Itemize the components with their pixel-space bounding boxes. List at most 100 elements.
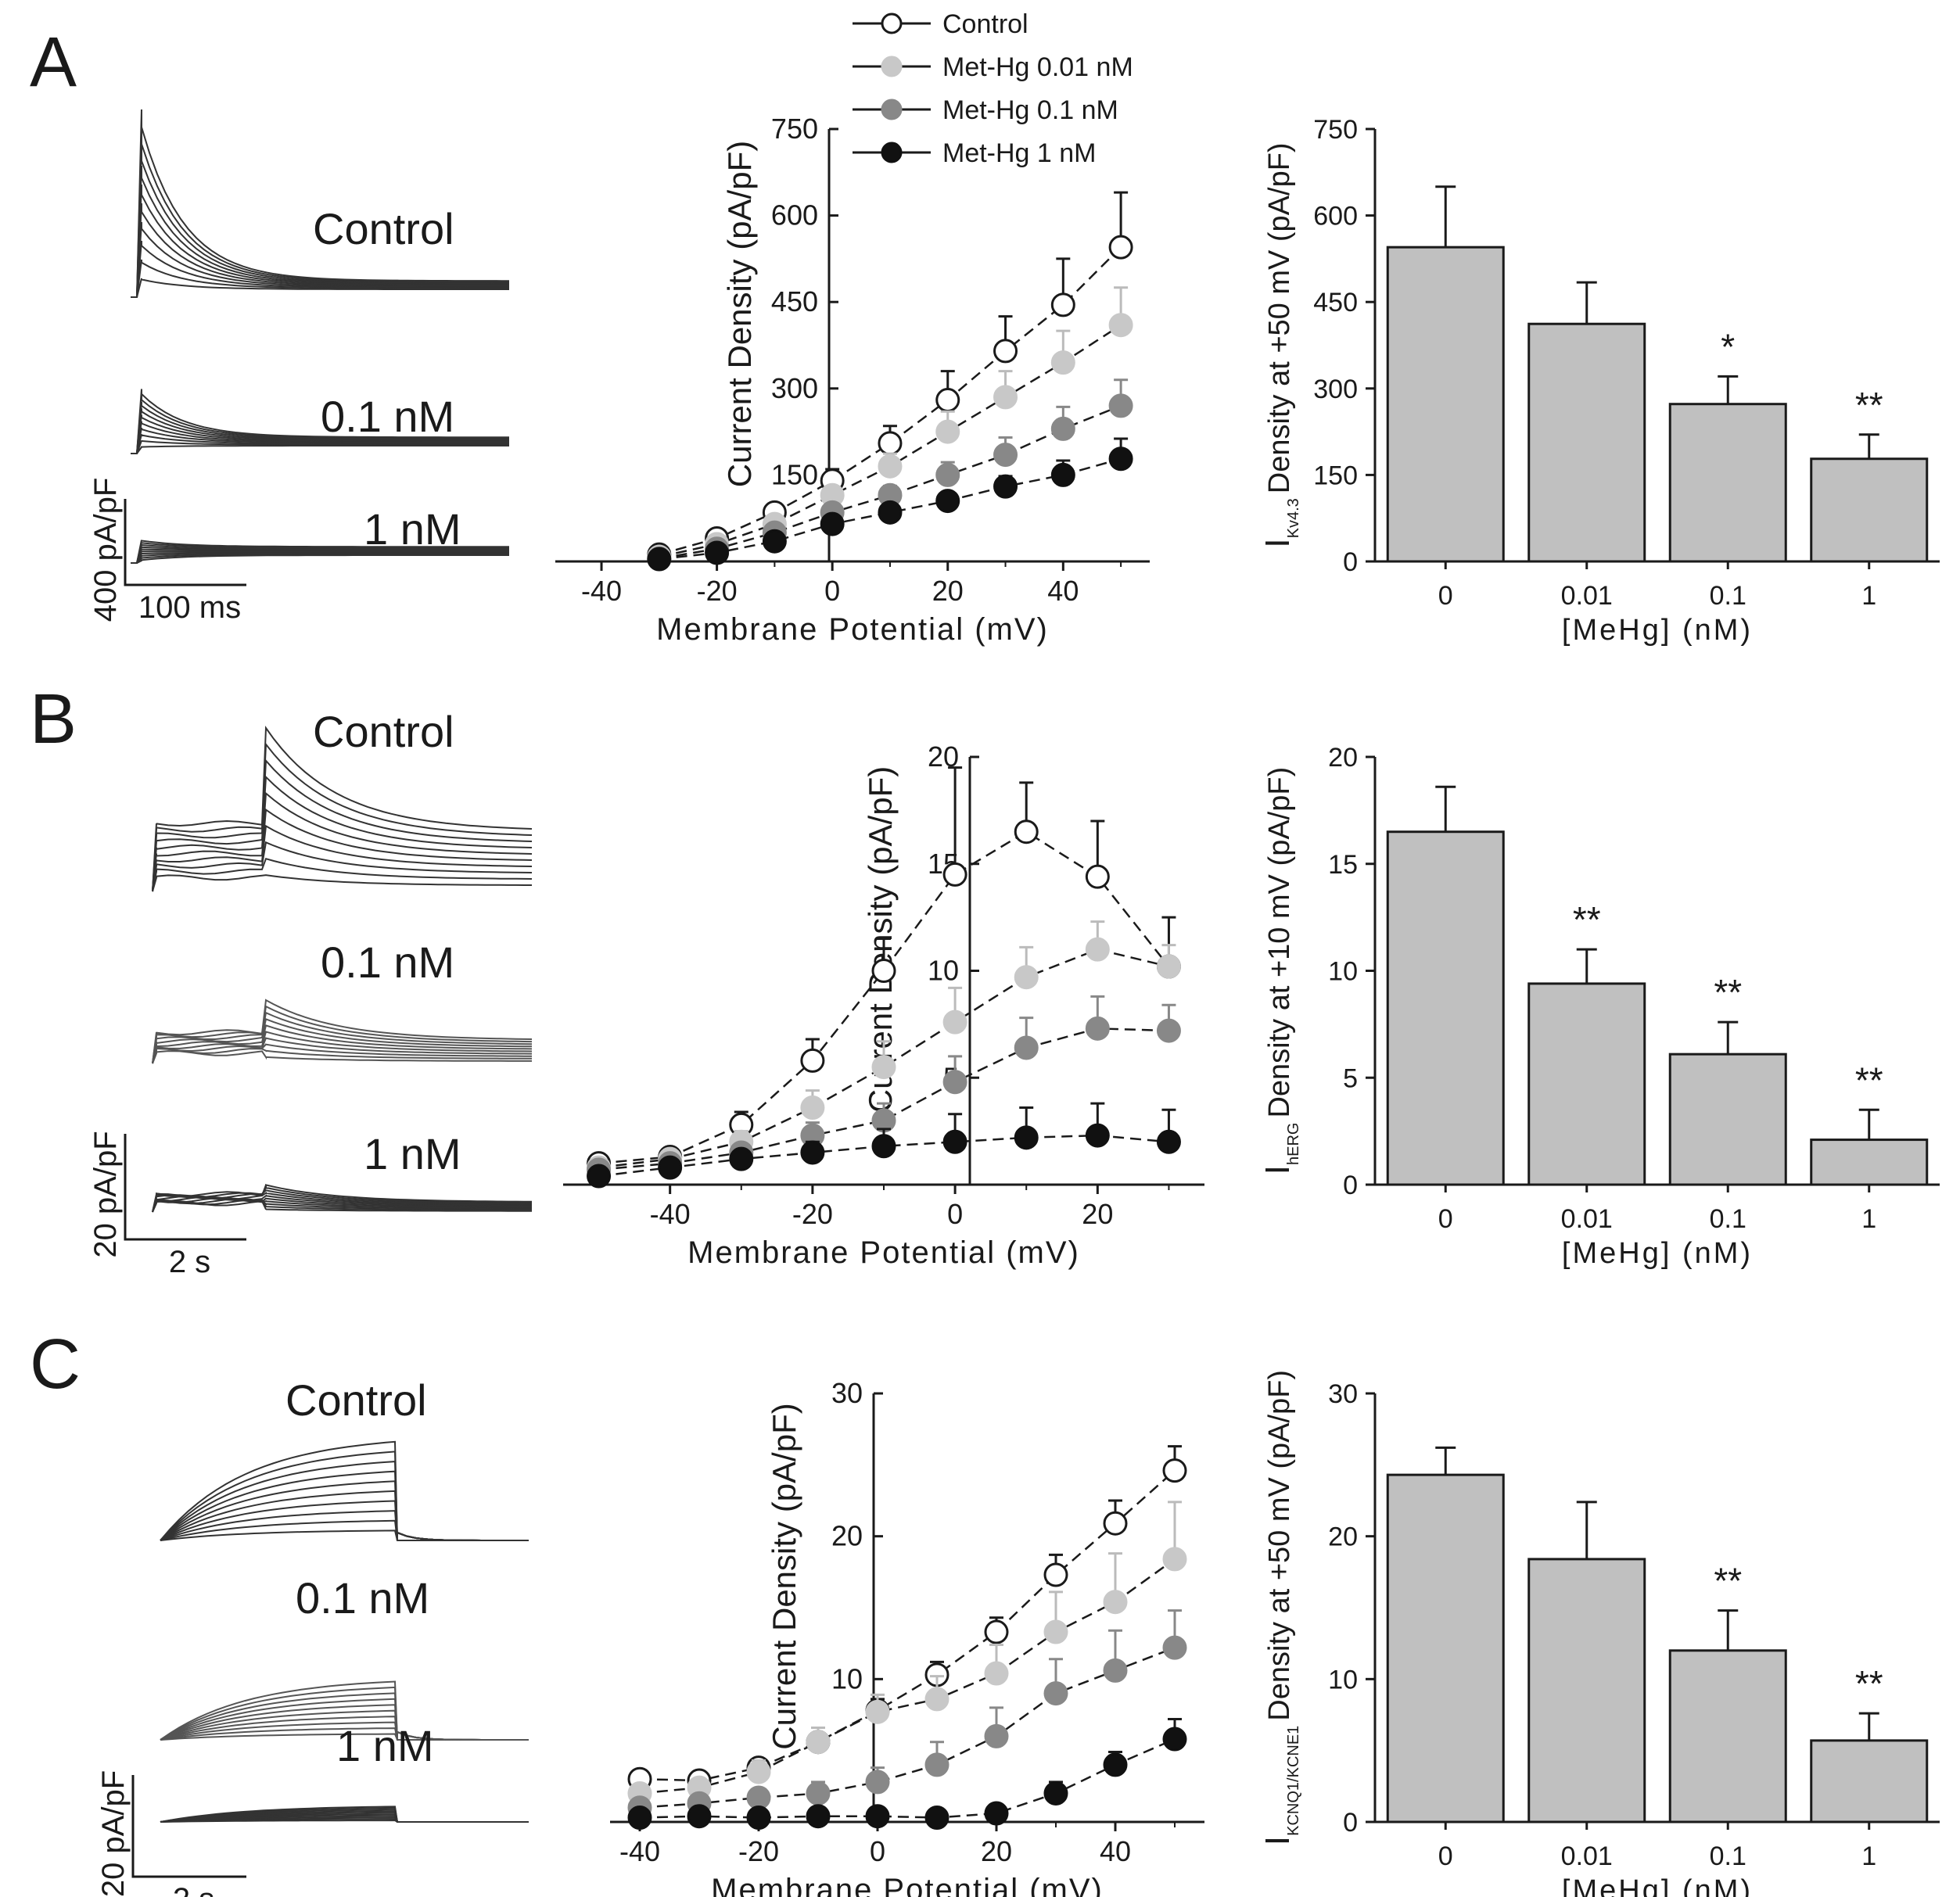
scale-y-label: 20 pA/pF <box>96 1770 131 1897</box>
current-traces-01nm <box>131 389 509 454</box>
iv-point <box>942 1070 967 1095</box>
iv-point <box>746 1806 771 1831</box>
iv-point <box>800 1140 825 1165</box>
trace-line <box>152 742 533 892</box>
trace-line <box>152 857 533 892</box>
bar <box>1668 1052 1787 1186</box>
trace-line <box>131 401 509 454</box>
bar <box>1810 457 1929 563</box>
bar-x-tick-label: 0 <box>1438 1204 1453 1234</box>
iv-point <box>993 339 1018 364</box>
bar-y-label: IKCNQ1/KCNE1 Density at +50 mV (pA/pF) <box>1258 1370 1302 1845</box>
bar-y-tick-label: 150 <box>1313 461 1358 490</box>
iv-y-tick-label: 10 <box>928 955 959 987</box>
legend-label: Control <box>942 9 1028 39</box>
bar-y-label-sub: Kv4.3 <box>1285 498 1302 538</box>
trace-line <box>152 1050 532 1064</box>
bar-x-tick-label: 0.1 <box>1710 581 1746 611</box>
bar-group-0: 0 <box>1386 185 1505 611</box>
trace-line <box>131 109 509 298</box>
legend-label: Met-Hg 1 nM <box>942 138 1097 168</box>
iv-point <box>878 500 903 525</box>
trace-line <box>152 808 533 892</box>
iv-point <box>1108 313 1133 338</box>
iv-point <box>1085 1123 1110 1148</box>
iv-x-tick-label: 20 <box>932 575 964 607</box>
trace-line <box>131 127 509 298</box>
iv-point <box>1014 1035 1039 1060</box>
trace-line <box>131 414 509 454</box>
iv-point <box>1162 1635 1187 1660</box>
panels: A Control 0.1 nM 1 nM 400 pA/pF 100 ms -40 -20 0… <box>30 23 1940 1897</box>
bar-y-tick-label: 600 <box>1313 202 1358 231</box>
trace-line <box>131 278 509 298</box>
trace-line <box>131 553 509 564</box>
trace-line <box>160 1440 529 1541</box>
iv-point <box>1156 1129 1181 1154</box>
iv-point <box>924 1806 949 1831</box>
iv-point <box>1103 1511 1128 1536</box>
iv-x-label: Membrane Potential (mV) <box>711 1873 1104 1897</box>
scale-bar-lines <box>124 1134 246 1241</box>
trace-line <box>131 203 509 298</box>
scale-bar-lines <box>131 1775 246 1878</box>
legend-marker <box>881 142 903 163</box>
iv-point <box>1103 1752 1128 1777</box>
trace-line <box>131 408 509 454</box>
trace-line <box>131 165 509 298</box>
legend-label: Met-Hg 0.01 nM <box>942 52 1133 82</box>
iv-series-1 <box>627 1501 1187 1806</box>
iv-point <box>1103 1590 1128 1615</box>
trace-label: Control <box>313 204 454 253</box>
iv-point <box>1014 965 1039 990</box>
iv-axes: -40 -20 0 20 40 150 300 450 600 750 Membrane Poten… <box>555 113 1150 647</box>
bar <box>1527 982 1646 1186</box>
panel-letter: C <box>30 1325 81 1404</box>
legend-label: Met-Hg 0.1 nM <box>942 95 1118 125</box>
scale-bar-lines <box>124 499 246 586</box>
iv-point <box>871 959 896 983</box>
bar-x-label: [MeHg] (nM) <box>1562 1237 1753 1270</box>
trace-label: 1 nM <box>364 504 461 554</box>
iv-point <box>1162 1458 1187 1483</box>
bar-group-2: 0.1 ** <box>1668 1561 1787 1871</box>
iv-point <box>658 1155 683 1180</box>
bar <box>1527 322 1646 563</box>
trace-line <box>152 1189 532 1213</box>
iv-point <box>806 1804 831 1829</box>
trace-line <box>131 540 509 564</box>
bar-x-tick-label: 1 <box>1861 1841 1876 1871</box>
iv-point <box>762 529 787 554</box>
iv-point <box>865 1699 890 1724</box>
iv-point <box>935 489 960 514</box>
iv-point <box>1162 1727 1187 1752</box>
iv-point <box>865 1770 890 1795</box>
iv-y-tick-label: 300 <box>771 372 818 404</box>
iv-x-tick-label: -40 <box>581 575 622 607</box>
bar-y-tick-label: 750 <box>1313 115 1358 145</box>
bar-y-label-rest: Density at +10 mV (pA/pF) <box>1263 767 1296 1118</box>
iv-series-line <box>639 1558 1176 1795</box>
iv-axes: -40 -20 0 20 40 10 20 30 Membrane Potential (mV)… <box>610 1377 1204 1897</box>
bar-group-3: 1 ** <box>1810 1663 1929 1871</box>
iv-y-tick-label: 20 <box>831 1520 863 1552</box>
trace-line <box>131 395 509 454</box>
iv-point <box>1014 819 1039 845</box>
iv-y-tick-label: 750 <box>771 113 818 145</box>
bar-y-tick-label: 10 <box>1328 1665 1358 1694</box>
bar <box>1527 1558 1646 1823</box>
iv-point <box>1162 1547 1187 1572</box>
trace-line <box>152 1200 532 1213</box>
iv-point <box>878 431 903 456</box>
iv-point <box>1108 446 1133 472</box>
trace-line <box>131 550 509 564</box>
trace-line <box>152 824 533 892</box>
iv-point <box>871 1134 896 1159</box>
iv-x-tick-label: 0 <box>824 575 840 607</box>
trace-line <box>131 551 509 564</box>
trace-line <box>160 1806 529 1823</box>
trace-line <box>160 1451 529 1541</box>
iv-point <box>984 1661 1009 1686</box>
iv-point <box>800 1048 825 1073</box>
